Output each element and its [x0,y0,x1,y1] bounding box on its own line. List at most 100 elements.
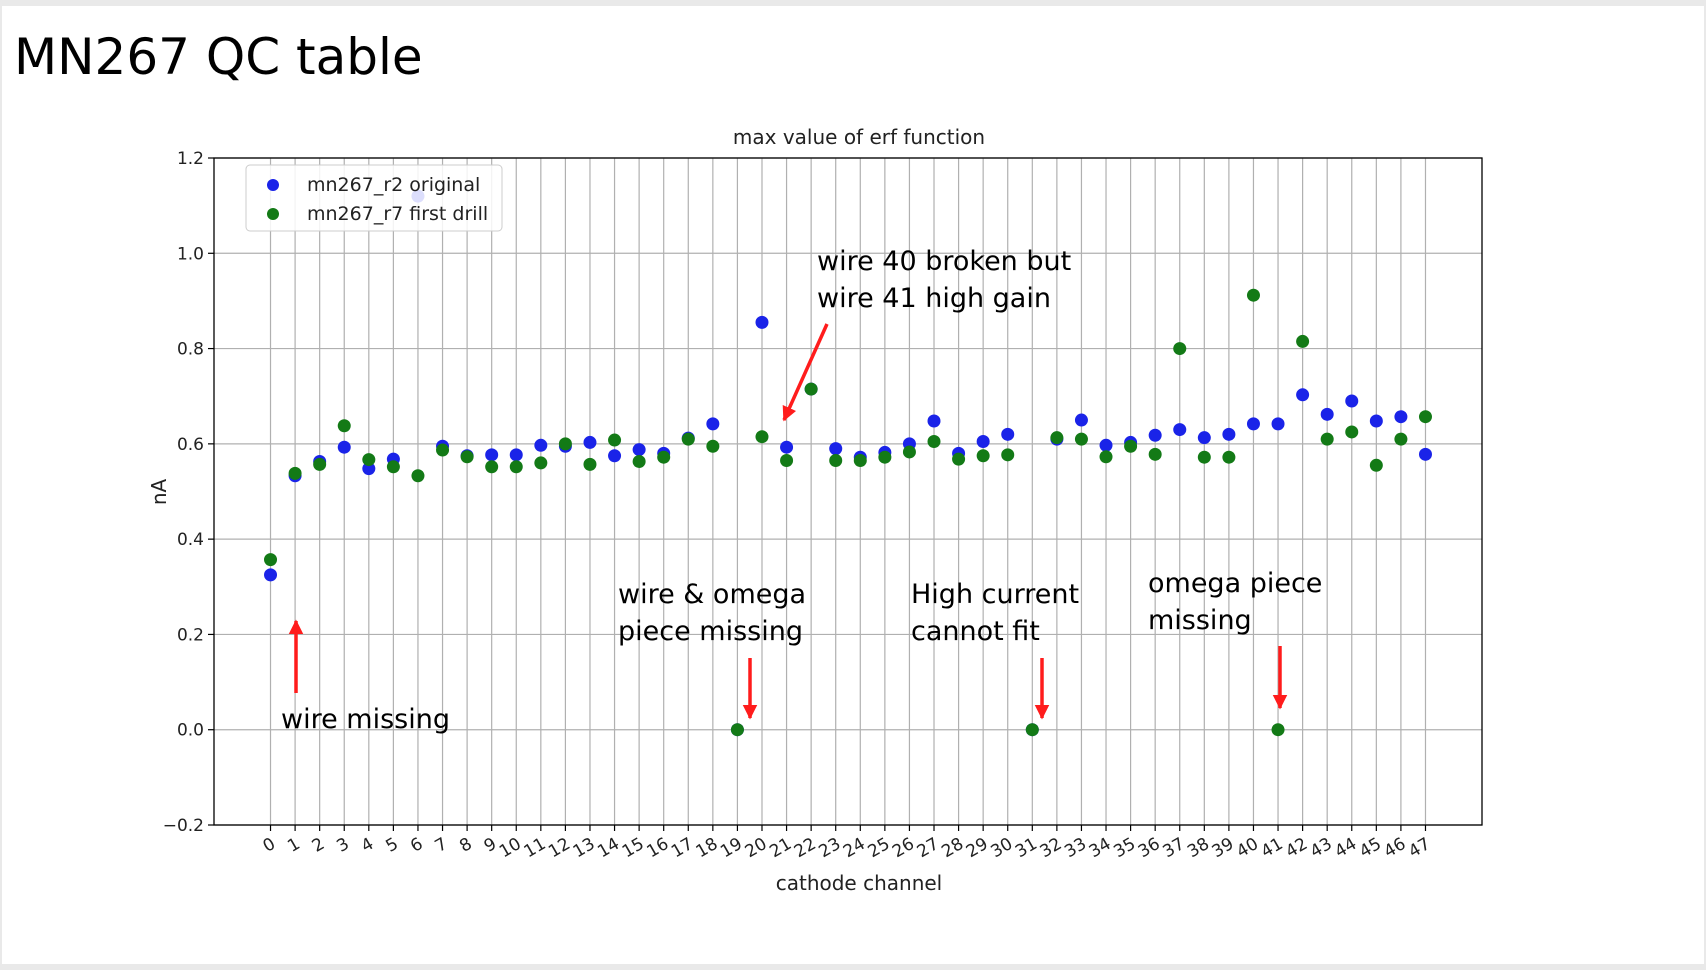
point-first-drill [608,433,622,447]
point-original [1074,413,1088,427]
x-tick-label: 17 [668,834,697,862]
x-tick-label: 15 [619,834,648,862]
point-original [534,438,548,452]
point-first-drill [804,382,818,396]
point-first-drill [780,454,794,468]
point-first-drill [853,454,867,468]
x-tick-label: 38 [1184,834,1213,862]
point-first-drill [1271,723,1285,737]
x-tick-label: 39 [1209,834,1238,862]
point-first-drill [1025,723,1039,737]
point-original [1394,410,1408,424]
point-original [1148,428,1162,442]
point-first-drill [1320,432,1334,446]
plot-frame [213,157,1483,826]
point-first-drill [558,437,572,451]
point-first-drill [264,553,278,567]
point-original [1271,417,1285,431]
point-first-drill [829,454,843,468]
plot-area [214,158,1482,825]
x-axis: 0 1 2 3 4 5 6 7 8 9101112131415161718192021222324… [260,825,1434,862]
annotation-wire-40-broken: wire 40 broken but wire 41 high gain [782,246,1071,422]
annotation-text: cannot fit [911,616,1040,647]
point-first-drill [1001,448,1015,462]
x-tick-label: 14 [594,834,623,862]
x-tick-label: 10 [496,834,525,862]
slide-title: MN267 QC table [14,28,423,86]
point-first-drill [976,449,990,463]
point-first-drill [288,466,302,480]
point-first-drill [657,450,671,464]
point-first-drill [337,419,351,433]
y-tick-label: 0.4 [177,530,204,550]
y-tick-label: 0.0 [177,721,204,741]
x-tick-label: 29 [963,834,992,862]
point-first-drill [1074,432,1088,446]
point-original [485,448,499,462]
annotation-text: omega piece [1148,568,1322,599]
x-tick-label: 33 [1061,834,1090,862]
x-tick-label: 43 [1307,834,1336,862]
point-original [1099,438,1113,452]
point-original [1418,447,1432,461]
annotation-high-current: High current cannot fit [911,579,1079,720]
legend-label-first-drill: mn267_r7 first drill [307,203,488,225]
y-tick-label: 0.6 [177,435,204,455]
x-tick-label: 3 [333,834,352,857]
x-tick-label: 46 [1381,834,1410,862]
point-original [608,449,622,463]
x-tick-label: 19 [717,834,746,862]
x-tick-label: 27 [914,834,943,862]
point-first-drill [1369,458,1383,472]
x-tick-label: 20 [742,834,771,862]
point-first-drill [460,450,474,464]
x-tick-label: 44 [1332,834,1361,862]
annotation-text: wire missing [281,704,450,735]
point-first-drill [1296,334,1310,348]
annotations: wire missing wire & omega piece missing … [281,246,1322,735]
y-tick-label: −0.2 [163,816,204,836]
x-tick-label: 25 [865,834,894,862]
chart-title: max value of erf function [733,125,985,149]
point-first-drill [1124,439,1138,453]
x-tick-label: 36 [1135,834,1164,862]
y-tick-label: 0.8 [177,340,204,360]
point-first-drill [1246,288,1260,302]
x-tick-label: 37 [1160,834,1189,862]
y-axis-label: nA [147,479,171,506]
point-first-drill [902,445,916,459]
legend-marker-original [267,179,279,191]
point-original [927,414,941,428]
point-original [362,462,376,476]
point-first-drill [1197,450,1211,464]
x-tick-label: 23 [815,834,844,862]
point-original [1173,423,1187,437]
point-first-drill [436,443,450,457]
point-original [1320,407,1334,421]
x-tick-label: 30 [987,834,1016,862]
x-tick-label: 45 [1356,834,1385,862]
annotation-text: wire 41 high gain [817,283,1051,314]
x-tick-label: 24 [840,834,869,862]
x-tick-label: 22 [791,834,820,862]
point-original [1296,388,1310,402]
point-original [1246,417,1260,431]
x-tick-label: 18 [693,834,722,862]
y-axis: −0.2 0.0 0.2 0.4 0.6 0.8 1.0 1.2 [163,149,214,836]
x-tick-label: 8 [456,834,475,857]
point-first-drill [706,439,720,453]
legend-marker-first-drill [267,208,279,220]
point-original [780,440,794,454]
x-tick-label: 0 [260,834,279,857]
x-tick-label: 41 [1258,834,1287,862]
point-original [706,417,720,431]
point-first-drill [632,454,646,468]
annotation-text: missing [1148,605,1252,636]
annotation-text: High current [911,579,1079,610]
point-first-drill [755,430,769,444]
point-original [829,442,843,456]
x-tick-label: 35 [1110,834,1139,862]
x-tick-label: 1 [284,834,303,857]
annotation-wire-missing: wire missing [281,619,450,735]
annotation-text: piece missing [618,616,803,647]
